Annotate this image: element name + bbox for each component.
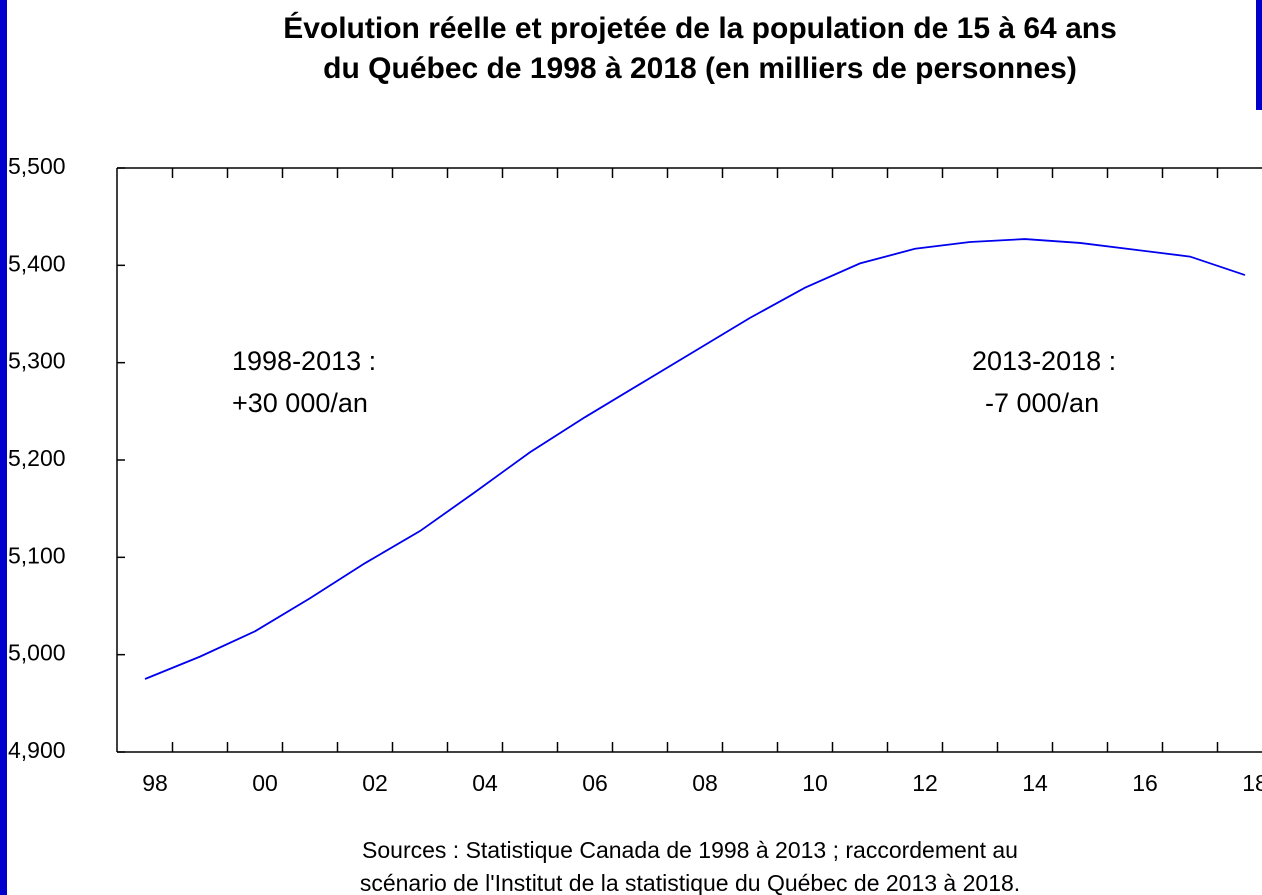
x-tick-label: 18 — [1242, 770, 1262, 796]
source-note: scénario de l'Institut de la statistique… — [360, 870, 1020, 895]
y-tick-label: 5,500 — [8, 153, 66, 179]
annotation: +30 000/an — [232, 388, 368, 418]
x-tick-label: 98 — [142, 770, 168, 796]
annotation: 2013-2018 : — [972, 346, 1116, 376]
frame-right — [1256, 0, 1262, 110]
data-line — [144, 238, 1246, 680]
x-tick-label: 12 — [912, 770, 938, 796]
y-tick-label: 5,300 — [8, 348, 66, 374]
x-tick-label: 04 — [472, 770, 498, 796]
y-tick-label: 5,400 — [8, 250, 66, 276]
y-tick-label: 5,100 — [8, 542, 66, 568]
source-note: Sources : Statistique Canada de 1998 à 2… — [362, 837, 1018, 863]
frame-left — [0, 0, 7, 895]
x-tick-label: 06 — [582, 770, 608, 796]
x-tick-label: 10 — [802, 770, 828, 796]
x-tick-label: 08 — [692, 770, 718, 796]
x-tick-label: 02 — [362, 770, 388, 796]
y-tick-label: 5,200 — [8, 445, 66, 471]
y-tick-label: 4,900 — [8, 737, 66, 763]
annotation: -7 000/an — [985, 388, 1099, 418]
chart-title: Évolution réelle et projetée de la popul… — [283, 11, 1117, 45]
y-tick-label: 5,000 — [8, 640, 66, 666]
chart-title: du Québec de 1998 à 2018 (en milliers de… — [323, 52, 1077, 85]
x-tick-label: 16 — [1132, 770, 1158, 796]
x-tick-label: 00 — [252, 770, 278, 796]
x-tick-label: 14 — [1022, 770, 1048, 796]
annotation: 1998-2013 : — [232, 346, 376, 376]
